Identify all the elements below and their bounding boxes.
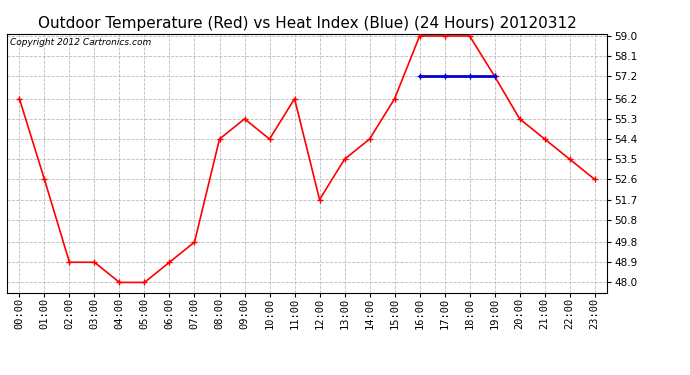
Title: Outdoor Temperature (Red) vs Heat Index (Blue) (24 Hours) 20120312: Outdoor Temperature (Red) vs Heat Index … xyxy=(38,16,576,31)
Text: Copyright 2012 Cartronics.com: Copyright 2012 Cartronics.com xyxy=(10,38,151,46)
